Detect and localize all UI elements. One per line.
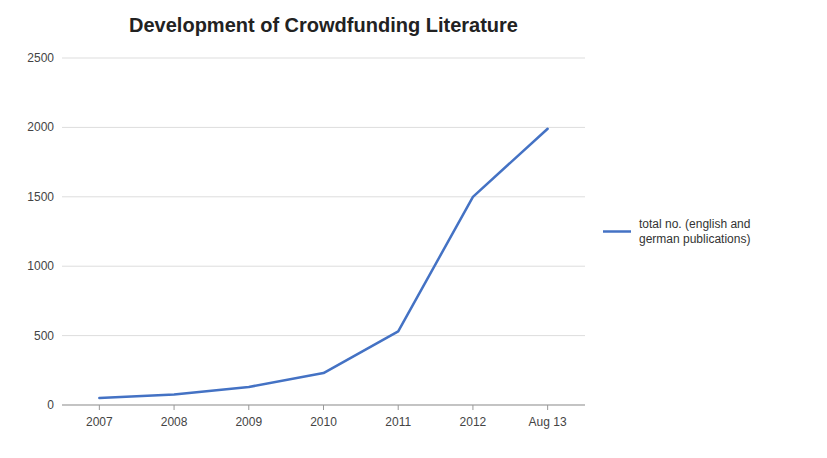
x-tick-label: 2010 [310, 415, 337, 429]
x-tick [472, 405, 473, 410]
series-line [99, 129, 547, 398]
y-tick-label: 2500 [27, 51, 54, 65]
grid-line [62, 58, 585, 59]
y-tick-label: 1500 [27, 190, 54, 204]
x-tick-label: 2009 [235, 415, 262, 429]
x-axis: 2007 2008 2009 2010 2011 2012 Aug 13 [62, 405, 585, 429]
legend-swatch [603, 230, 631, 233]
grid-line [62, 196, 585, 197]
plot-area [99, 129, 547, 398]
y-tick-label: 0 [47, 398, 54, 412]
x-tick-label: 2008 [161, 415, 188, 429]
grid-line [62, 127, 585, 128]
chart-title: Development of Crowdfunding Literature [129, 14, 518, 36]
x-tick-label: 2007 [86, 415, 113, 429]
legend-label-line: german publications) [639, 232, 750, 246]
x-tick [398, 405, 399, 410]
x-tick-label: 2012 [460, 415, 487, 429]
y-axis: 0 500 1000 1500 2000 2500 [27, 51, 585, 412]
grid-line [62, 266, 585, 267]
x-tick [547, 405, 548, 410]
x-tick [99, 405, 100, 410]
x-tick [323, 405, 324, 410]
legend: total no. (english andgerman publication… [603, 217, 750, 246]
x-tick [174, 405, 175, 410]
y-tick-label: 500 [34, 329, 54, 343]
y-tick-label: 1000 [27, 259, 54, 273]
grid-line [62, 335, 585, 336]
legend-label: total no. (english andgerman publication… [639, 217, 750, 246]
chart-container: Development of Crowdfunding Literature 0 5… [0, 0, 827, 458]
y-tick-label: 2000 [27, 120, 54, 134]
x-tick-label: 2011 [385, 415, 411, 429]
x-tick-label: Aug 13 [529, 415, 567, 429]
x-tick [248, 405, 249, 410]
legend-label-line: total no. (english and [639, 217, 750, 231]
chart-svg: Development of Crowdfunding Literature 0 5… [0, 0, 827, 458]
